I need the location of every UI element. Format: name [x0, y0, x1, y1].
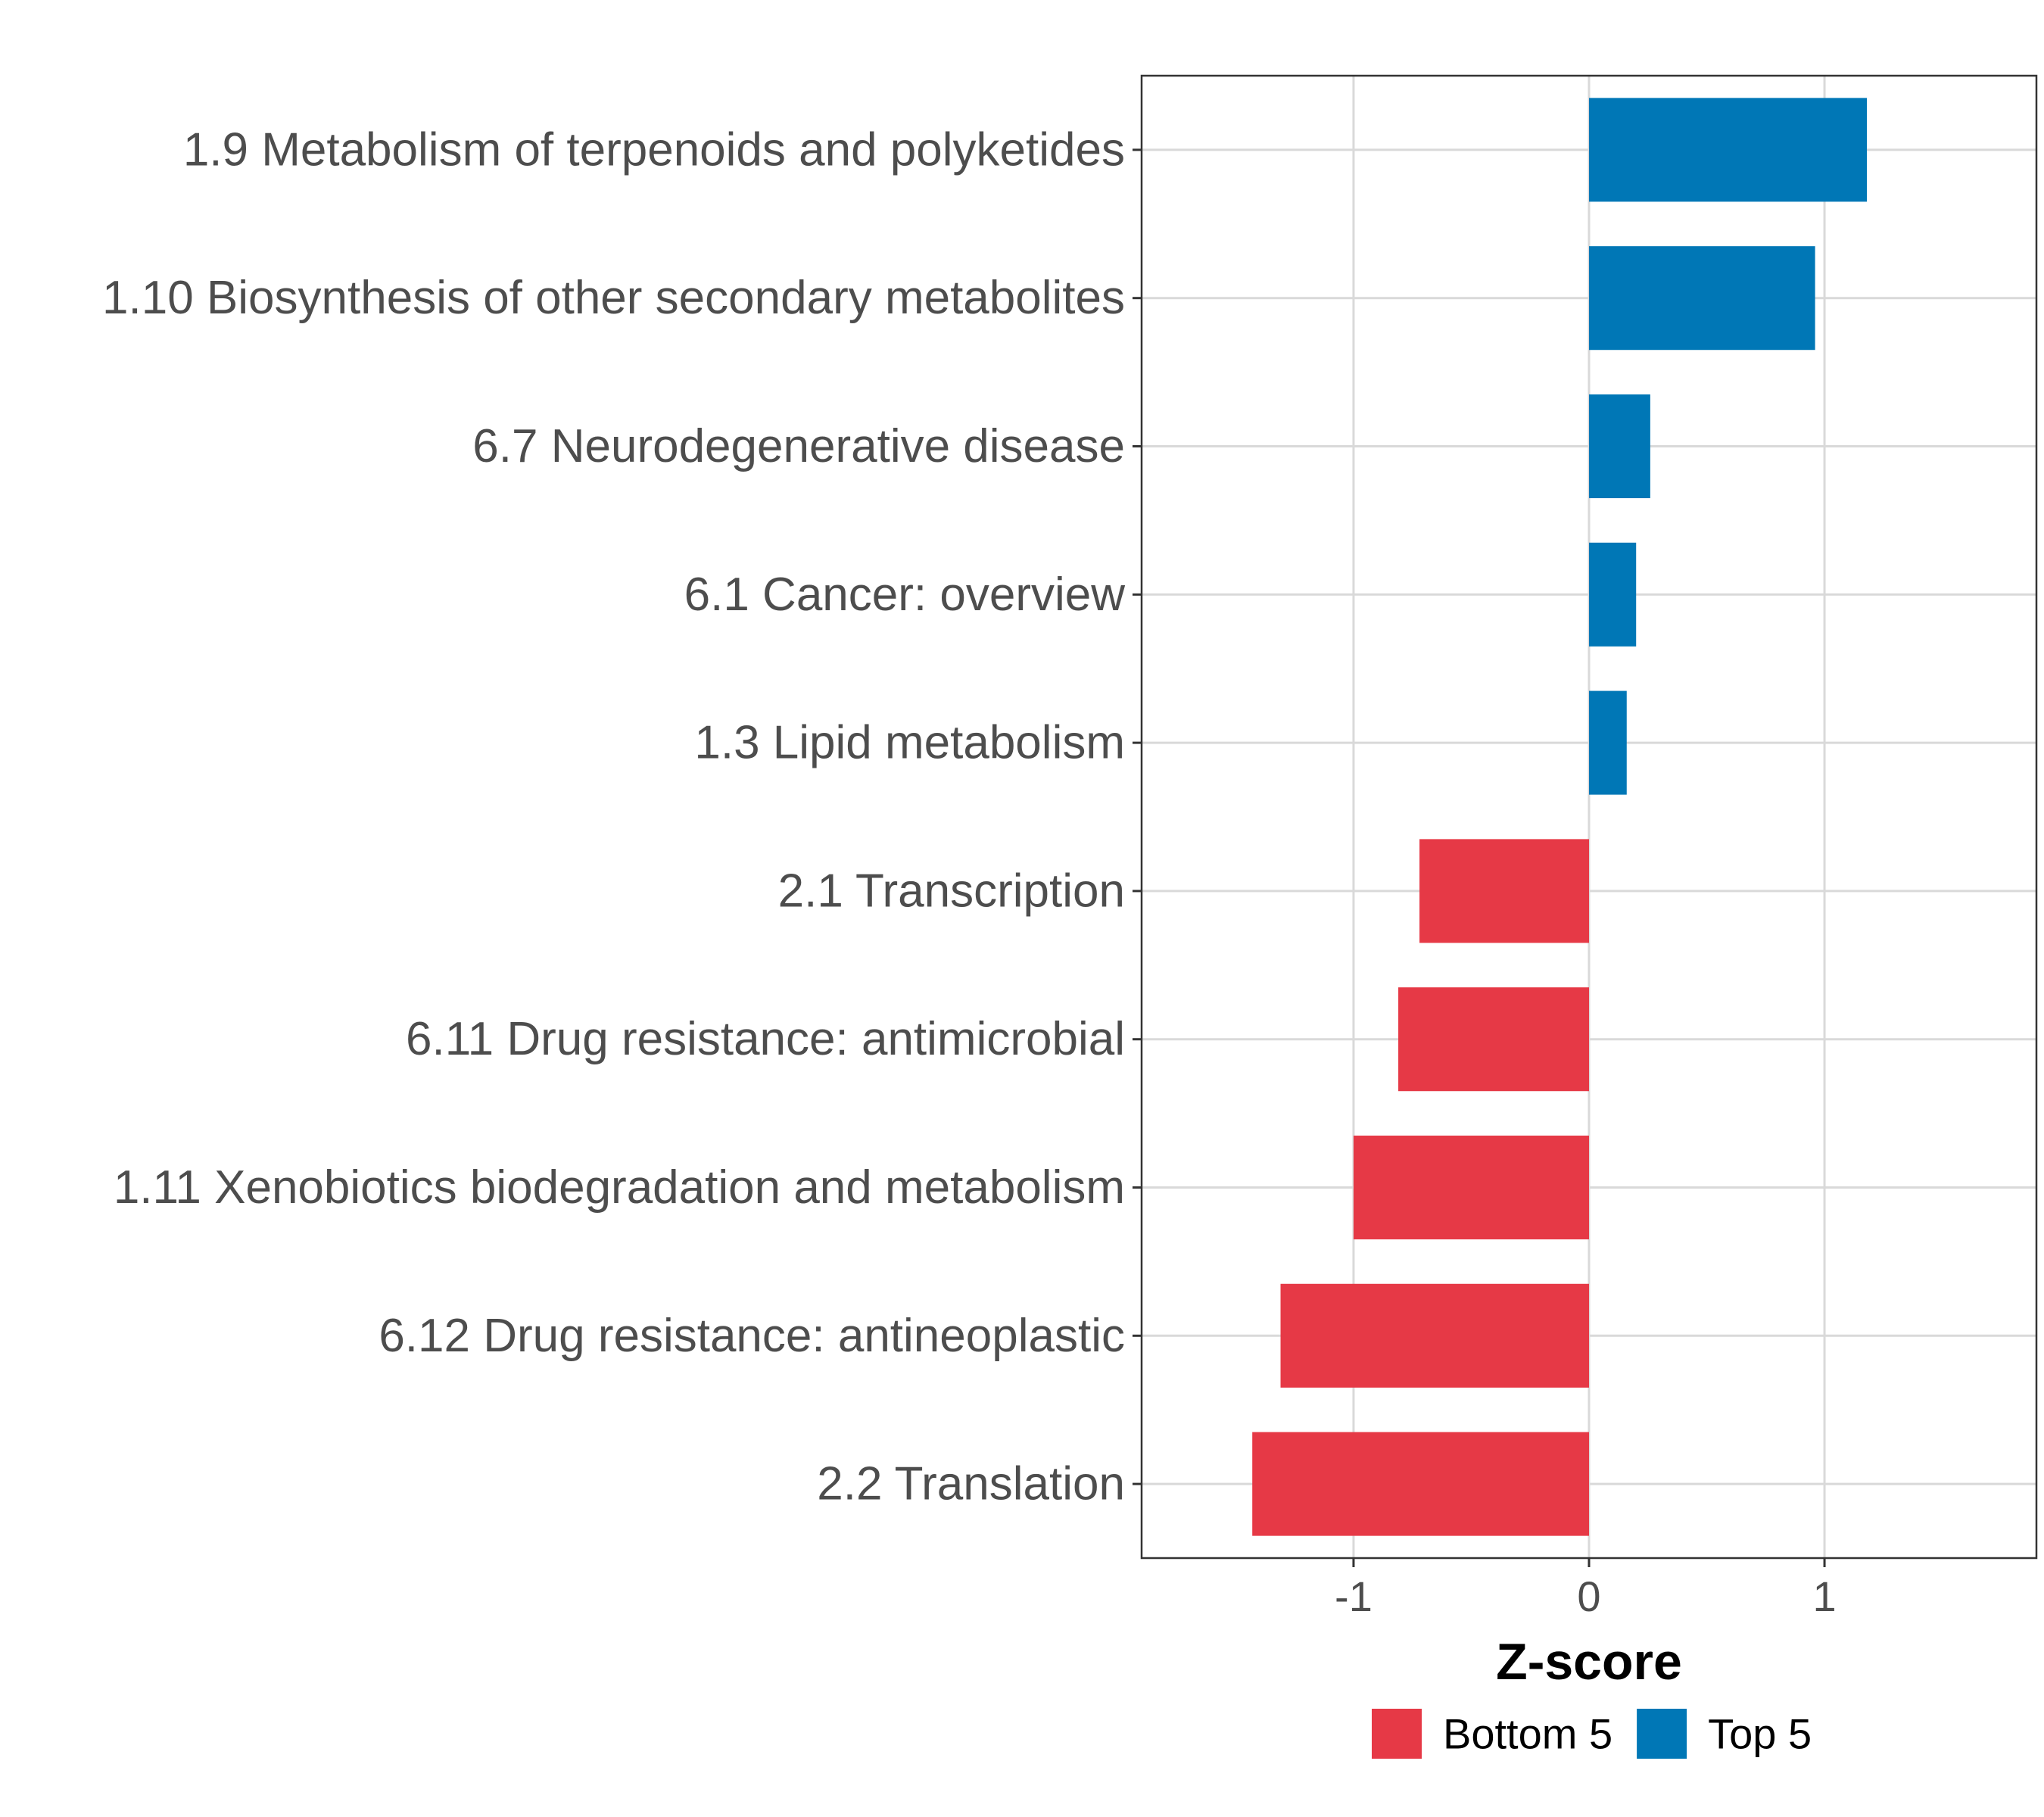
bar: [1589, 246, 1815, 351]
y-tick-label: 1.11 Xenobiotics biodegradation and meta…: [114, 1161, 1125, 1214]
bar: [1398, 987, 1589, 1092]
bar: [1589, 394, 1650, 499]
y-tick-label: 6.11 Drug resistance: antimicrobial: [406, 1013, 1125, 1065]
y-tick-label: 1.3 Lipid metabolism: [694, 717, 1125, 769]
legend-key: [1637, 1709, 1687, 1759]
legend-label: Bottom 5: [1443, 1710, 1612, 1758]
legend-key: [1372, 1709, 1422, 1759]
bars: [1252, 98, 1868, 1536]
bar: [1589, 690, 1627, 795]
y-axis-ticks: 1.9 Metabolism of terpenoids and polyket…: [102, 123, 1142, 1510]
bar: [1353, 1135, 1589, 1240]
y-tick-label: 1.10 Biosynthesis of other secondary met…: [102, 272, 1125, 324]
y-tick-label: 6.12 Drug resistance: antineoplastic: [379, 1310, 1125, 1362]
legend-label: Top 5: [1708, 1710, 1812, 1758]
bar: [1589, 542, 1637, 647]
x-axis-title: Z-score: [1496, 1633, 1682, 1691]
bar: [1280, 1283, 1589, 1388]
bar: [1252, 1432, 1589, 1536]
y-tick-label: 6.7 Neurodegenerative disease: [472, 420, 1125, 472]
bar: [1589, 98, 1868, 202]
y-tick-label: 1.9 Metabolism of terpenoids and polyket…: [183, 123, 1125, 176]
bar: [1419, 839, 1589, 943]
x-tick-label: 1: [1812, 1572, 1836, 1620]
y-tick-label: 2.2 Translation: [817, 1458, 1125, 1510]
y-tick-label: 2.1 Transcription: [778, 865, 1125, 917]
legend: Bottom 5 Top 5: [1372, 1709, 1812, 1759]
x-tick-label: -1: [1335, 1572, 1373, 1620]
x-axis-ticks: -1 0 1: [1335, 1558, 1837, 1620]
x-tick-label: 0: [1577, 1572, 1600, 1620]
y-tick-label: 6.1 Cancer: overview: [684, 569, 1126, 621]
